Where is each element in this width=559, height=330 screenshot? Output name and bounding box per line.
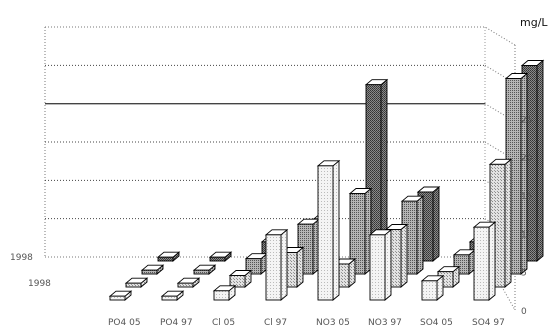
- grid-lines: [45, 64, 516, 238]
- bar-1-2: [160, 290, 185, 301]
- series-label: 1998: [10, 253, 33, 263]
- bar-1-3: [212, 284, 237, 301]
- category-label: SO4 97: [472, 318, 505, 328]
- bar-1-1: [108, 290, 133, 301]
- category-label: Cl 05: [212, 318, 235, 328]
- bar-1-4: [264, 228, 289, 301]
- category-label: NO3 05: [316, 318, 350, 328]
- back-wall-top: [45, 26, 516, 46]
- bar-1-5: [316, 159, 341, 301]
- bar-1-6: [368, 228, 393, 301]
- unit-label: mg/L: [520, 16, 548, 29]
- category-label: SO4 05: [420, 318, 453, 328]
- bar-2-3: [228, 269, 253, 288]
- category-label: Cl 97: [264, 318, 287, 328]
- y-tick-label: 20: [521, 154, 533, 164]
- bar-1-7: [420, 274, 445, 301]
- y-tick-label: 25: [521, 115, 532, 125]
- category-label: PO4 97: [160, 318, 193, 328]
- series-label: 1998: [28, 279, 51, 289]
- category-label: PO4 05: [108, 318, 141, 328]
- bar-3-1: [140, 264, 165, 275]
- y-tick-label: 10: [521, 230, 533, 240]
- y-tick-label: 0: [521, 307, 527, 317]
- labels-layer: 0 5 10 15 20 25 mg/L PO4 05 PO4 97 Cl 05 Cl 97 NO3 …: [10, 16, 548, 328]
- y-tick-label: 15: [521, 192, 532, 202]
- bar-2-1: [124, 277, 149, 288]
- bar-3-5: [348, 187, 373, 275]
- bar-4-1: [156, 251, 181, 262]
- bars-layer: [108, 59, 545, 301]
- floor-edge: [45, 256, 516, 311]
- bar-1-8: [472, 221, 497, 301]
- category-label: NO3 97: [368, 318, 402, 328]
- bar-3-2: [192, 264, 217, 275]
- bar-2-2: [176, 277, 201, 288]
- bar-4-2: [208, 251, 233, 262]
- y-tick-label: 5: [521, 269, 527, 279]
